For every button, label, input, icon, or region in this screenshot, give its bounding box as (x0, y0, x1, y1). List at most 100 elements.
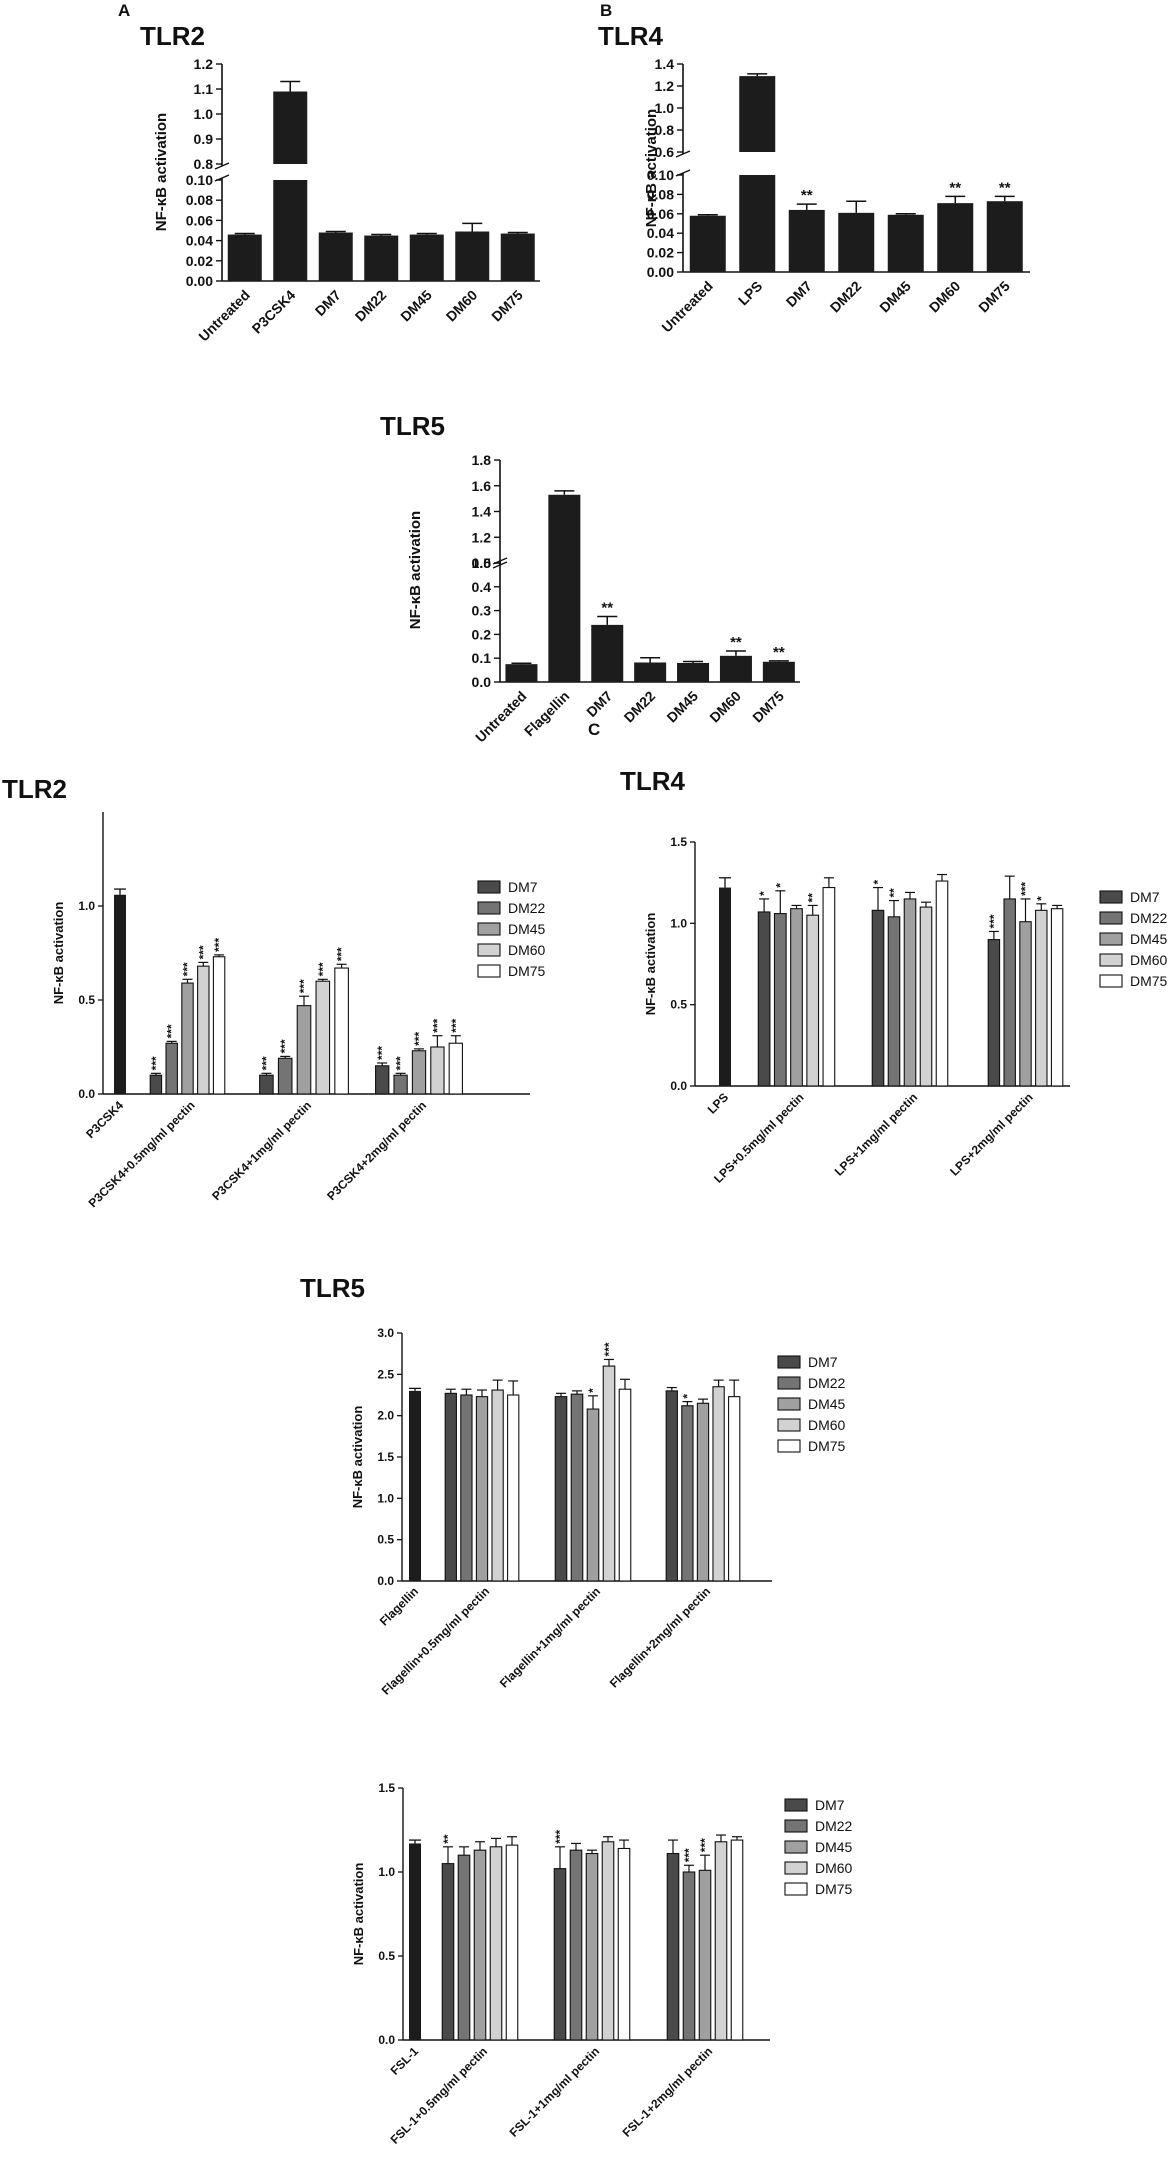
y-tick-label: 3.0 (377, 1326, 394, 1340)
significance-label: * (773, 883, 787, 888)
significance-label: *** (375, 1046, 389, 1060)
y-tick-label: 0.5 (78, 993, 95, 1007)
significance-label: ** (730, 634, 742, 651)
y-tick-label: 2.0 (377, 1409, 394, 1423)
legend-label: DM22 (508, 900, 546, 916)
bar (296, 1005, 312, 1095)
x-tick-label: DM60 (443, 287, 481, 325)
significance-label: ** (441, 1834, 455, 1844)
x-tick-label: P3CSK4+2mg/ml pectin (324, 1098, 429, 1203)
x-tick-label: FSL-1+2mg/ml pectin (620, 2044, 715, 2139)
bar (1003, 898, 1016, 1087)
significance-label: *** (394, 1056, 408, 1070)
panel-label-b: B (600, 1, 612, 20)
legend-swatch (477, 901, 501, 915)
significance-label: *** (412, 1032, 426, 1046)
bar (475, 1396, 489, 1582)
bar (505, 1844, 519, 2041)
significance-label: *** (430, 1018, 444, 1032)
bar (507, 1394, 520, 1582)
y-tick-label: 1.0 (655, 100, 675, 116)
y-tick-label: 0.06 (186, 212, 213, 228)
bar (273, 91, 308, 164)
x-tick-label: LPS (735, 278, 766, 309)
y-tick-label: 0.02 (186, 253, 213, 269)
bar (460, 1394, 473, 1582)
y-tick-label: 1.0 (378, 1865, 395, 1879)
x-tick-label: DM45 (663, 688, 701, 726)
control-bar (409, 1390, 421, 1581)
bar (681, 1405, 694, 1582)
legend-swatch (1099, 911, 1123, 925)
legend-swatch (784, 1861, 808, 1875)
bar (212, 956, 226, 1095)
y-tick-label: 1.1 (194, 81, 214, 97)
x-tick-label: P3CSK4+1mg/ml pectin (209, 1098, 314, 1203)
x-tick-label: DM22 (827, 278, 865, 316)
legend-label: DM60 (815, 1860, 853, 1876)
bar (259, 1074, 274, 1095)
legend: DM7 DM22 DM45 DM60 DM75 (477, 879, 546, 979)
significance-label: ** (773, 644, 785, 661)
bar (409, 234, 444, 281)
legend-label: DM7 (508, 879, 538, 895)
significance-label: *** (335, 947, 349, 961)
significance-label: *** (181, 962, 195, 976)
legend-swatch (784, 1819, 808, 1833)
y-tick-label: 0.5 (670, 998, 687, 1012)
bar (903, 898, 917, 1087)
x-tick-label: DM60 (926, 278, 964, 316)
significance-label: *** (297, 979, 311, 993)
bar (441, 1863, 455, 2041)
legend-swatch (477, 943, 501, 957)
significance-label: *** (682, 1848, 696, 1862)
legend-label: DM7 (815, 1797, 845, 1813)
x-tick-label: Flagellin (521, 688, 572, 739)
bar (617, 1847, 631, 2041)
y-tick-label: 1.6 (472, 478, 492, 494)
bar (489, 1846, 503, 2041)
y-tick-label: 0.0 (670, 1079, 687, 1093)
bar (712, 1386, 725, 1582)
bar (986, 201, 1023, 272)
significance-label: *** (698, 1838, 712, 1852)
significance-label: *** (165, 1024, 179, 1038)
x-tick-label: Flagellin (377, 1584, 421, 1628)
y-tick-label: 1.0 (78, 899, 95, 913)
significance-label: * (757, 891, 771, 896)
y-tick-label: 0.0 (472, 674, 492, 690)
legend-label: DM22 (1130, 910, 1168, 926)
y-axis-label: NF-κB activation (643, 109, 660, 227)
y-tick-label: 0.5 (472, 555, 492, 571)
y-tick-label: 0.08 (186, 192, 213, 208)
axis-break-mark (492, 561, 508, 569)
bar (682, 1871, 696, 2041)
chart-b-tlr5: TLR5 NF-κB activation 0.0 0.5 1.0 1.5 2.0 2.5 3.… (300, 1273, 846, 1698)
bar-lower-segment (548, 563, 581, 682)
bar (197, 965, 210, 1095)
bar (728, 1396, 741, 1582)
significance-label: * (680, 1394, 694, 1399)
x-tick-label: Untreated (195, 287, 253, 345)
bar (473, 1849, 487, 2041)
y-tick-label: 1.0 (472, 555, 492, 571)
legend: DM7 DM22 DM45 DM60 DM75 (1099, 889, 1168, 989)
legend-swatch (777, 1418, 801, 1432)
significance-label: *** (553, 1829, 567, 1843)
bar (570, 1393, 584, 1582)
bar (227, 234, 262, 281)
bar (277, 1057, 293, 1095)
legend-label: DM45 (815, 1839, 853, 1855)
x-tick-label: DM7 (783, 278, 815, 310)
y-tick-label: 0.0 (378, 2033, 395, 2047)
significance-label: ** (801, 187, 813, 204)
legend-label: DM22 (815, 1818, 853, 1834)
legend-swatch (1099, 932, 1123, 946)
significance-label: *** (602, 1342, 616, 1356)
y-tick-label: 1.5 (378, 1781, 395, 1795)
bar (318, 232, 353, 281)
x-tick-label: DM22 (352, 287, 390, 325)
legend-swatch (784, 1798, 808, 1812)
bar (806, 914, 820, 1087)
